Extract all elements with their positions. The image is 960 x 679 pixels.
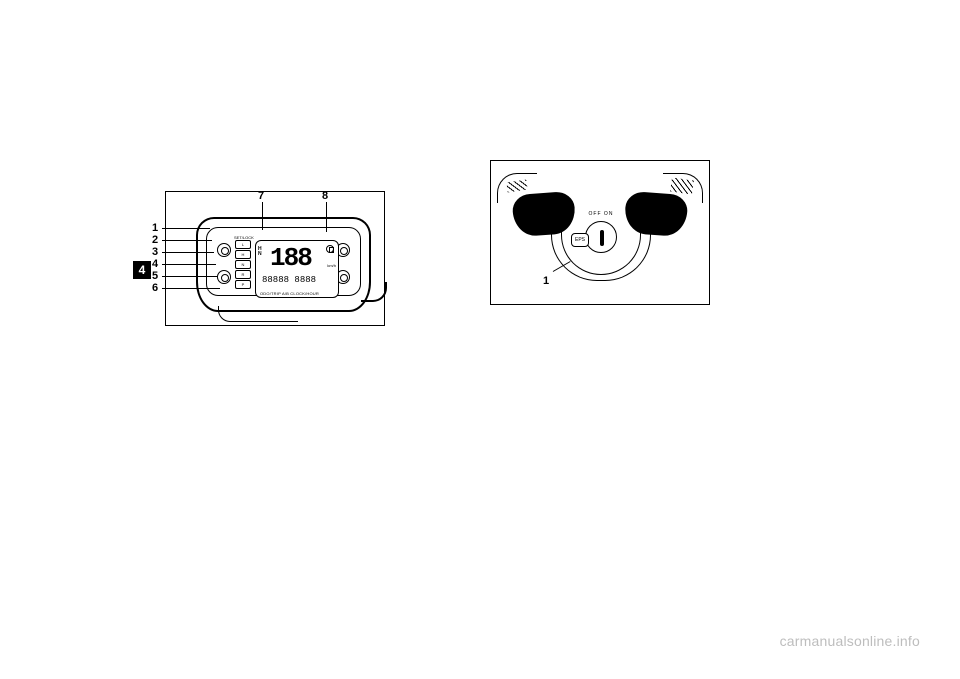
leader-line [553,261,571,272]
cluster-button [217,270,231,284]
gear-indicator: H N [258,247,262,257]
key-slot-icon [600,230,604,246]
indicator-light: H [235,250,251,259]
speed-unit: km/h [327,263,336,268]
lcd-display: H N 188 km/h 88888 8888 ODO/TRIP A/B CLO… [255,240,339,298]
instrument-cluster-bezel: SET/LOCK L H N R P H N 188 [206,227,361,296]
callout-4: 4 [152,258,158,270]
watermark-text: carmanualsonline.info [780,633,920,649]
instrument-cluster-housing: SET/LOCK L H N R P H N 188 [196,217,371,312]
section-tab: 4 [133,261,151,279]
callout-1: 1 [543,275,549,287]
odo-labels: ODO/TRIP A/B CLOCK/HOUR [260,291,319,296]
indicator-light: L [235,240,251,249]
fuel-icon [326,245,334,253]
steering-column: OFF ON EPS [579,201,623,277]
housing-contour [361,282,387,302]
manual-page: 4 1 2 3 4 5 6 7 8 SET/LOCK [0,0,960,679]
callout-6: 6 [152,282,158,294]
main-switch-labels: OFF ON [579,211,623,217]
callout-2: 2 [152,234,158,246]
callout-3: 3 [152,246,158,258]
illustration-body: OFF ON EPS 1 [501,171,699,294]
callout-8: 8 [322,190,328,202]
figure-instrument-cluster: 1 2 3 4 5 6 7 8 SET/LOCK L [165,191,385,326]
main-switch [585,221,617,253]
indicator-light: R [235,270,251,279]
cluster-button [217,243,231,257]
handlebar-cover-right [624,191,689,237]
eps-indicator: EPS [571,233,589,247]
speed-digits: 188 [270,243,311,273]
figure-main-switch: OFF ON EPS 1 [490,160,710,305]
indicator-light: P [235,280,251,289]
callout-7: 7 [258,190,264,202]
indicator-light: N [235,260,251,269]
indicator-light-stack: L H N R P [235,240,251,290]
handlebar-cover-left [512,191,577,237]
housing-contour [218,306,298,322]
odo-digits: 88888 8888 [262,275,316,285]
callout-5: 5 [152,270,158,282]
callout-1: 1 [152,222,158,234]
